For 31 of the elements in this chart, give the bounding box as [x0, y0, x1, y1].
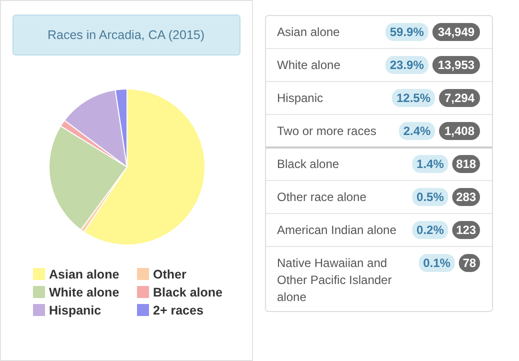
text: 283	[456, 190, 476, 204]
text: 123	[456, 223, 476, 237]
text: 78	[462, 256, 476, 270]
text: 34,949	[438, 25, 475, 39]
legend-label: Black alone	[153, 286, 223, 300]
text: 1,408	[444, 124, 475, 138]
text: Native Hawaiian and Other Pacific Islander alone	[277, 256, 392, 304]
text: Asian alone	[277, 25, 340, 39]
text: Other race alone	[277, 190, 367, 204]
text: Hispanic	[277, 91, 324, 105]
text: 0.2%	[416, 223, 444, 237]
text: 2.4%	[403, 124, 431, 138]
legend-label: Asian alone	[49, 268, 120, 282]
text: 1.4%	[416, 157, 444, 171]
legend-label: Other	[153, 268, 186, 282]
text: White alone	[277, 58, 341, 72]
text: 59.9%	[390, 25, 424, 39]
legend-label: White alone	[49, 286, 120, 300]
text: 12.5%	[396, 91, 431, 105]
text: Two or more races	[277, 124, 376, 138]
text: 818	[456, 157, 476, 171]
legend-label: 2+ races	[153, 304, 204, 318]
text: 13,953	[438, 58, 475, 72]
text: 7,294	[444, 91, 475, 105]
chart-title: Races in Arcadia, CA (2015)	[47, 28, 205, 42]
text: 0.5%	[416, 190, 444, 204]
text: 0.1%	[423, 256, 451, 270]
text: 23.9%	[390, 58, 424, 72]
text: Black alone	[277, 157, 340, 171]
legend-label: Hispanic	[49, 304, 102, 318]
text: American Indian alone	[277, 223, 397, 237]
